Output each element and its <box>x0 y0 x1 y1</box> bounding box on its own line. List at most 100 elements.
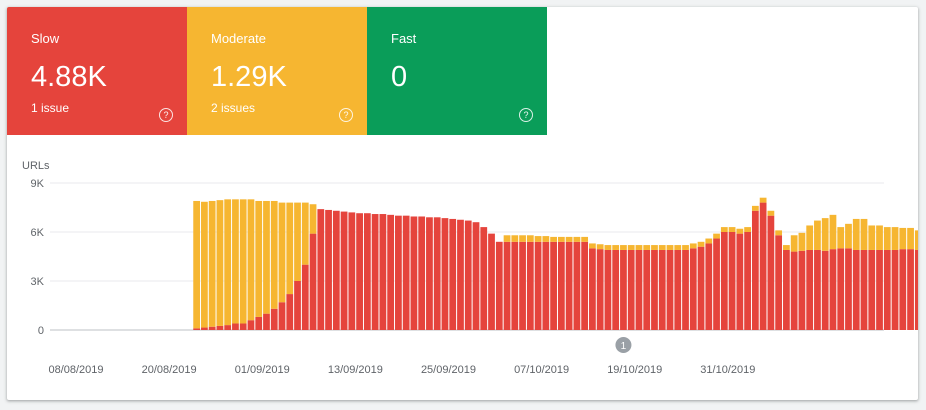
bar-moderate <box>208 200 216 327</box>
bar-slow <box>449 218 457 330</box>
bar-moderate <box>674 245 682 250</box>
bar-slow <box>573 241 581 330</box>
bar-moderate <box>224 199 232 326</box>
bar-moderate <box>542 236 550 242</box>
tile-value: 0 <box>391 61 408 93</box>
bar-slow <box>674 249 682 330</box>
bar-slow <box>239 323 247 330</box>
bar-slow <box>635 249 643 330</box>
bar-moderate <box>301 202 309 265</box>
bar-moderate <box>759 197 767 203</box>
bar-slow <box>783 249 790 330</box>
bar-moderate <box>635 245 643 250</box>
bar-slow <box>798 250 806 330</box>
bar-slow <box>907 249 914 330</box>
bar-moderate <box>798 232 806 251</box>
x-tick-label: 07/10/2019 <box>514 364 569 376</box>
tile-moderate[interactable]: Moderate 1.29K 2 issues ? <box>187 7 367 135</box>
bar-slow <box>232 323 239 330</box>
bar-slow <box>224 325 232 330</box>
y-tick-label: 6K <box>31 227 45 239</box>
bar-moderate <box>643 245 651 250</box>
bar-slow <box>790 251 798 330</box>
bar-moderate <box>720 227 728 232</box>
bar-slow <box>511 241 519 330</box>
tile-label: Fast <box>391 31 417 46</box>
bar-slow <box>806 249 814 330</box>
tile-fast[interactable]: Fast 0 ? <box>367 7 547 135</box>
bar-moderate <box>511 235 519 242</box>
bar-moderate <box>697 241 705 247</box>
bar-slow <box>767 215 775 330</box>
bar-moderate <box>658 245 666 250</box>
tile-value: 4.88K <box>31 61 107 93</box>
bar-moderate <box>247 199 255 321</box>
bar-slow <box>759 202 767 330</box>
help-circle-icon[interactable]: ? <box>339 108 353 122</box>
x-tick-label: 20/08/2019 <box>142 364 197 376</box>
tile-slow[interactable]: Slow 4.88K 1 issue ? <box>7 7 187 135</box>
bar-moderate <box>744 227 751 232</box>
bar-slow <box>914 249 918 330</box>
bar-slow <box>821 250 829 330</box>
bar-slow <box>301 264 309 330</box>
bar-moderate <box>193 200 201 329</box>
bar-moderate <box>806 225 814 250</box>
bar-slow <box>488 233 495 330</box>
annotation-marker[interactable] <box>615 337 632 353</box>
bar-slow <box>713 238 720 330</box>
y-tick-label: 0 <box>38 325 44 337</box>
status-tiles: Slow 4.88K 1 issue ? Moderate 1.29K 2 is… <box>7 7 547 135</box>
bar-slow <box>751 210 759 330</box>
bar-moderate <box>581 236 589 242</box>
core-web-vitals-card: Slow 4.88K 1 issue ? Moderate 1.29K 2 is… <box>7 7 918 400</box>
bar-moderate <box>829 214 837 250</box>
bar-slow <box>426 217 433 330</box>
bar-slow <box>441 218 449 330</box>
bar-slow <box>697 246 705 330</box>
bar-slow <box>860 249 868 330</box>
bar-moderate <box>876 225 883 250</box>
bar-slow <box>503 241 511 330</box>
bar-moderate <box>837 227 845 249</box>
bar-slow <box>263 313 270 330</box>
bar-slow <box>356 213 363 330</box>
bar-slow <box>534 241 542 330</box>
bar-slow <box>270 308 278 330</box>
bar-slow <box>340 211 348 330</box>
bar-moderate <box>883 227 891 250</box>
help-circle-icon[interactable]: ? <box>519 108 533 122</box>
bar-moderate <box>270 200 278 309</box>
bar-moderate <box>705 238 713 244</box>
y-axis-label: URLs <box>22 160 50 172</box>
bar-slow <box>317 209 325 330</box>
bar-slow <box>682 249 689 330</box>
bar-moderate <box>728 227 736 232</box>
bar-moderate <box>775 230 783 236</box>
bar-slow <box>775 235 783 330</box>
tile-label: Slow <box>31 31 60 46</box>
bar-slow <box>550 241 557 330</box>
bar-slow <box>348 212 356 330</box>
bar-slow <box>480 227 488 330</box>
bar-slow <box>728 232 736 330</box>
bar-moderate <box>232 199 239 324</box>
bar-moderate <box>216 200 224 326</box>
bar-moderate <box>294 202 301 281</box>
bar-slow <box>658 249 666 330</box>
bar-slow <box>589 248 596 330</box>
bar-slow <box>883 249 891 330</box>
bar-slow <box>410 216 418 330</box>
bar-moderate <box>689 243 697 249</box>
bar-slow <box>705 243 713 330</box>
help-circle-icon[interactable]: ? <box>159 108 173 122</box>
bar-slow <box>519 241 526 330</box>
bar-slow <box>371 214 379 330</box>
urls-chart: URLs 0 3K 6K 9K 1 08/08/2019 20/08/2019 01/09/20… <box>7 157 918 387</box>
y-tick-label: 3K <box>31 276 45 288</box>
bar-moderate <box>519 235 526 242</box>
bar-slow <box>837 248 845 330</box>
bar-slow <box>736 233 744 330</box>
bar-moderate <box>263 200 270 314</box>
bar-slow <box>612 249 620 330</box>
